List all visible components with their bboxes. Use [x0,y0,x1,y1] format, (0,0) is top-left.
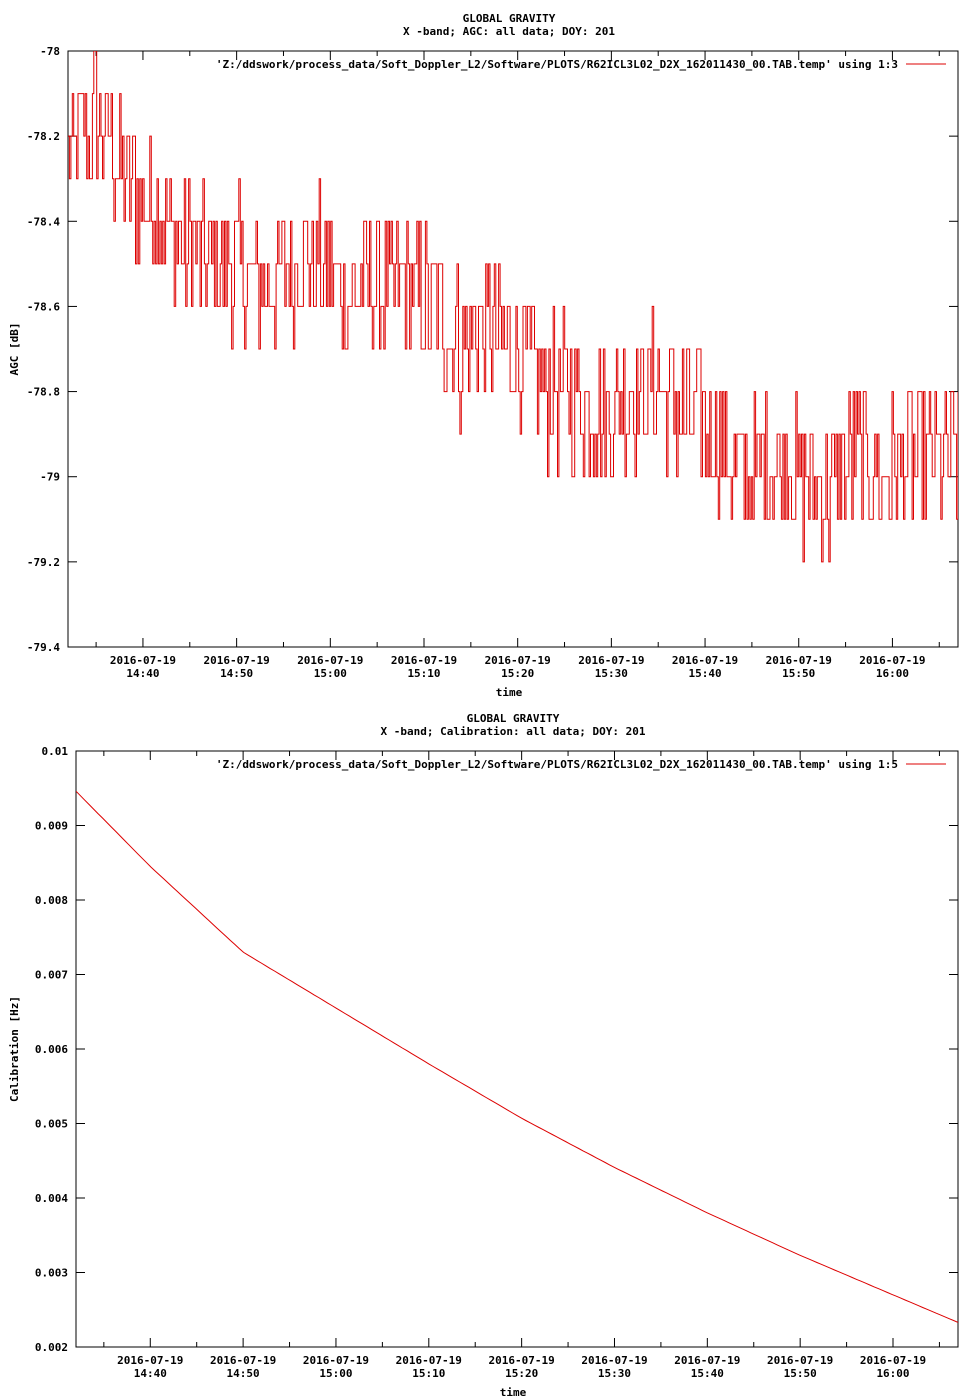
x-tick-time: 15:40 [691,1367,724,1380]
x-tick-time: 15:50 [782,667,815,680]
x-tick-time: 15:30 [598,1367,631,1380]
x-tick-time: 16:00 [876,1367,909,1380]
y-tick-label: 0.006 [35,1043,68,1056]
y-tick-label: -78.6 [27,300,60,313]
y-tick-label: 0.005 [35,1118,68,1131]
x-tick-time: 15:00 [319,1367,352,1380]
series-line [76,790,958,1323]
y-tick-label: -78.4 [27,215,60,228]
x-tick-time: 15:40 [688,667,721,680]
legend-label: 'Z:/ddswork/process_data/Soft_Doppler_L2… [216,758,898,771]
x-tick-date: 2016-07-19 [578,654,644,667]
chart-title: GLOBAL GRAVITY [467,712,560,725]
plot-frame [67,50,959,648]
x-tick-date: 2016-07-19 [297,654,363,667]
x-tick-time: 15:10 [412,1367,445,1380]
y-tick-label: 0.007 [35,969,68,982]
x-tick-time: 14:40 [134,1367,167,1380]
x-tick-date: 2016-07-19 [489,1354,555,1367]
x-tick-date: 2016-07-19 [674,1354,740,1367]
y-tick-label: -78.8 [27,386,60,399]
y-tick-label: -78.2 [27,130,60,143]
x-tick-date: 2016-07-19 [485,654,551,667]
y-tick-label: -79.4 [27,641,60,654]
x-tick-date: 2016-07-19 [859,654,925,667]
x-tick-time: 14:50 [220,667,253,680]
x-tick-time: 16:00 [876,667,909,680]
x-tick-date: 2016-07-19 [860,1354,926,1367]
x-tick-date: 2016-07-19 [581,1354,647,1367]
y-tick-label: 0.008 [35,894,68,907]
x-axis-label: time [496,686,523,699]
plot-frame [75,750,959,1348]
x-tick-time: 14:50 [227,1367,260,1380]
chart-subtitle: X -band; AGC: all data; DOY: 201 [403,25,615,38]
y-tick-label: -79 [40,471,60,484]
y-tick-label: 0.002 [35,1341,68,1354]
chart-title: GLOBAL GRAVITY [463,12,556,25]
x-tick-date: 2016-07-19 [210,1354,276,1367]
y-tick-label: 0.004 [35,1192,68,1205]
y-tick-label: 0.003 [35,1267,68,1280]
y-axis-label: Calibration [Hz] [8,996,21,1102]
x-axis-label: time [500,1386,527,1399]
x-tick-time: 14:40 [126,667,159,680]
y-tick-label: -79.2 [27,556,60,569]
x-tick-date: 2016-07-19 [391,654,457,667]
x-tick-time: 15:10 [407,667,440,680]
x-tick-date: 2016-07-19 [110,654,176,667]
x-tick-time: 15:00 [314,667,347,680]
x-tick-time: 15:50 [784,1367,817,1380]
series-line [68,51,958,563]
x-tick-date: 2016-07-19 [767,1354,833,1367]
x-tick-date: 2016-07-19 [672,654,738,667]
chart-subtitle: X -band; Calibration: all data; DOY: 201 [381,725,646,738]
y-tick-label: 0.01 [42,745,69,758]
x-tick-date: 2016-07-19 [303,1354,369,1367]
x-tick-date: 2016-07-19 [117,1354,183,1367]
x-tick-time: 15:30 [595,667,628,680]
x-tick-time: 15:20 [505,1367,538,1380]
x-tick-time: 15:20 [501,667,534,680]
y-tick-label: -78 [40,45,60,58]
x-tick-date: 2016-07-19 [396,1354,462,1367]
x-tick-date: 2016-07-19 [766,654,832,667]
y-axis-label: AGC [dB] [8,323,21,376]
legend-label: 'Z:/ddswork/process_data/Soft_Doppler_L2… [216,58,898,71]
y-tick-label: 0.009 [35,820,68,833]
x-tick-date: 2016-07-19 [204,654,270,667]
